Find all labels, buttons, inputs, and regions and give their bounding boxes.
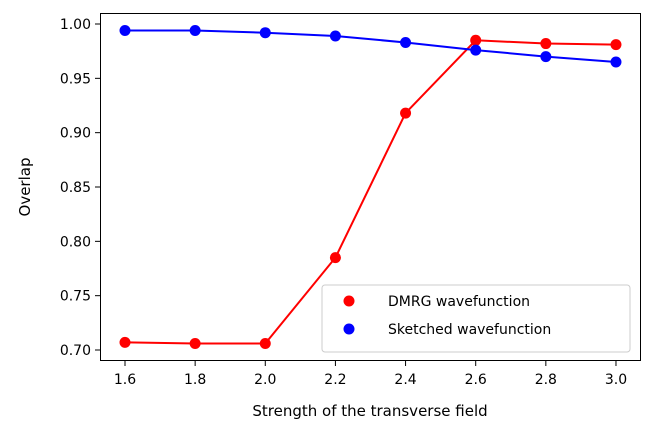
x-axis-label: Strength of the transverse field [252,402,487,420]
x-axis: 1.6 1.8 2.0 2.2 2.4 2.6 2.8 3.0 [114,360,627,388]
data-point-1 [259,27,271,39]
legend-marker-dmrg [343,295,355,307]
data-point-0 [189,337,201,349]
data-point-0 [259,337,271,349]
x-tick-label: 2.8 [535,372,557,388]
data-point-1 [329,30,341,42]
data-point-0 [610,39,622,51]
data-point-0 [119,336,131,348]
y-tick-label: 0.70 [60,343,91,359]
series-line-1 [125,29,617,64]
data-point-0 [329,252,341,264]
data-point-1 [189,25,201,37]
y-axis: 0.70 0.75 0.80 0.85 0.90 0.95 1.00 [60,17,101,359]
y-tick-label: 0.95 [60,71,91,87]
legend-marker-sketched [343,323,355,335]
x-tick-label: 2.2 [324,372,346,388]
legend-label-sketched: Sketched wavefunction [388,322,551,338]
data-point-1 [540,51,552,63]
x-tick-label: 3.0 [605,372,627,388]
data-point-0 [400,107,412,119]
legend-box [321,284,631,353]
data-point-1 [470,44,482,56]
y-axis-label: Overlap [16,158,34,217]
legend-label-dmrg: DMRG wavefunction [388,294,530,310]
y-tick-label: 0.90 [60,126,91,142]
data-point-0 [540,38,552,50]
y-tick-label: 0.75 [60,289,91,305]
x-tick-label: 2.4 [394,372,416,388]
y-tick-label: 1.00 [60,17,91,33]
x-tick-label: 2.6 [465,372,487,388]
x-tick-label: 2.0 [254,372,276,388]
y-tick-label: 0.80 [60,234,91,250]
series-line-0 [124,39,616,345]
x-tick-label: 1.8 [184,372,206,388]
legend: DMRG wavefunction Sketched wavefunction [321,284,631,353]
y-tick-label: 0.85 [60,180,91,196]
data-point-1 [119,25,131,37]
plot-marks [119,25,622,349]
data-point-0 [470,34,482,46]
x-tick-label: 1.6 [114,372,136,388]
data-point-1 [610,56,622,68]
data-point-1 [400,36,412,48]
